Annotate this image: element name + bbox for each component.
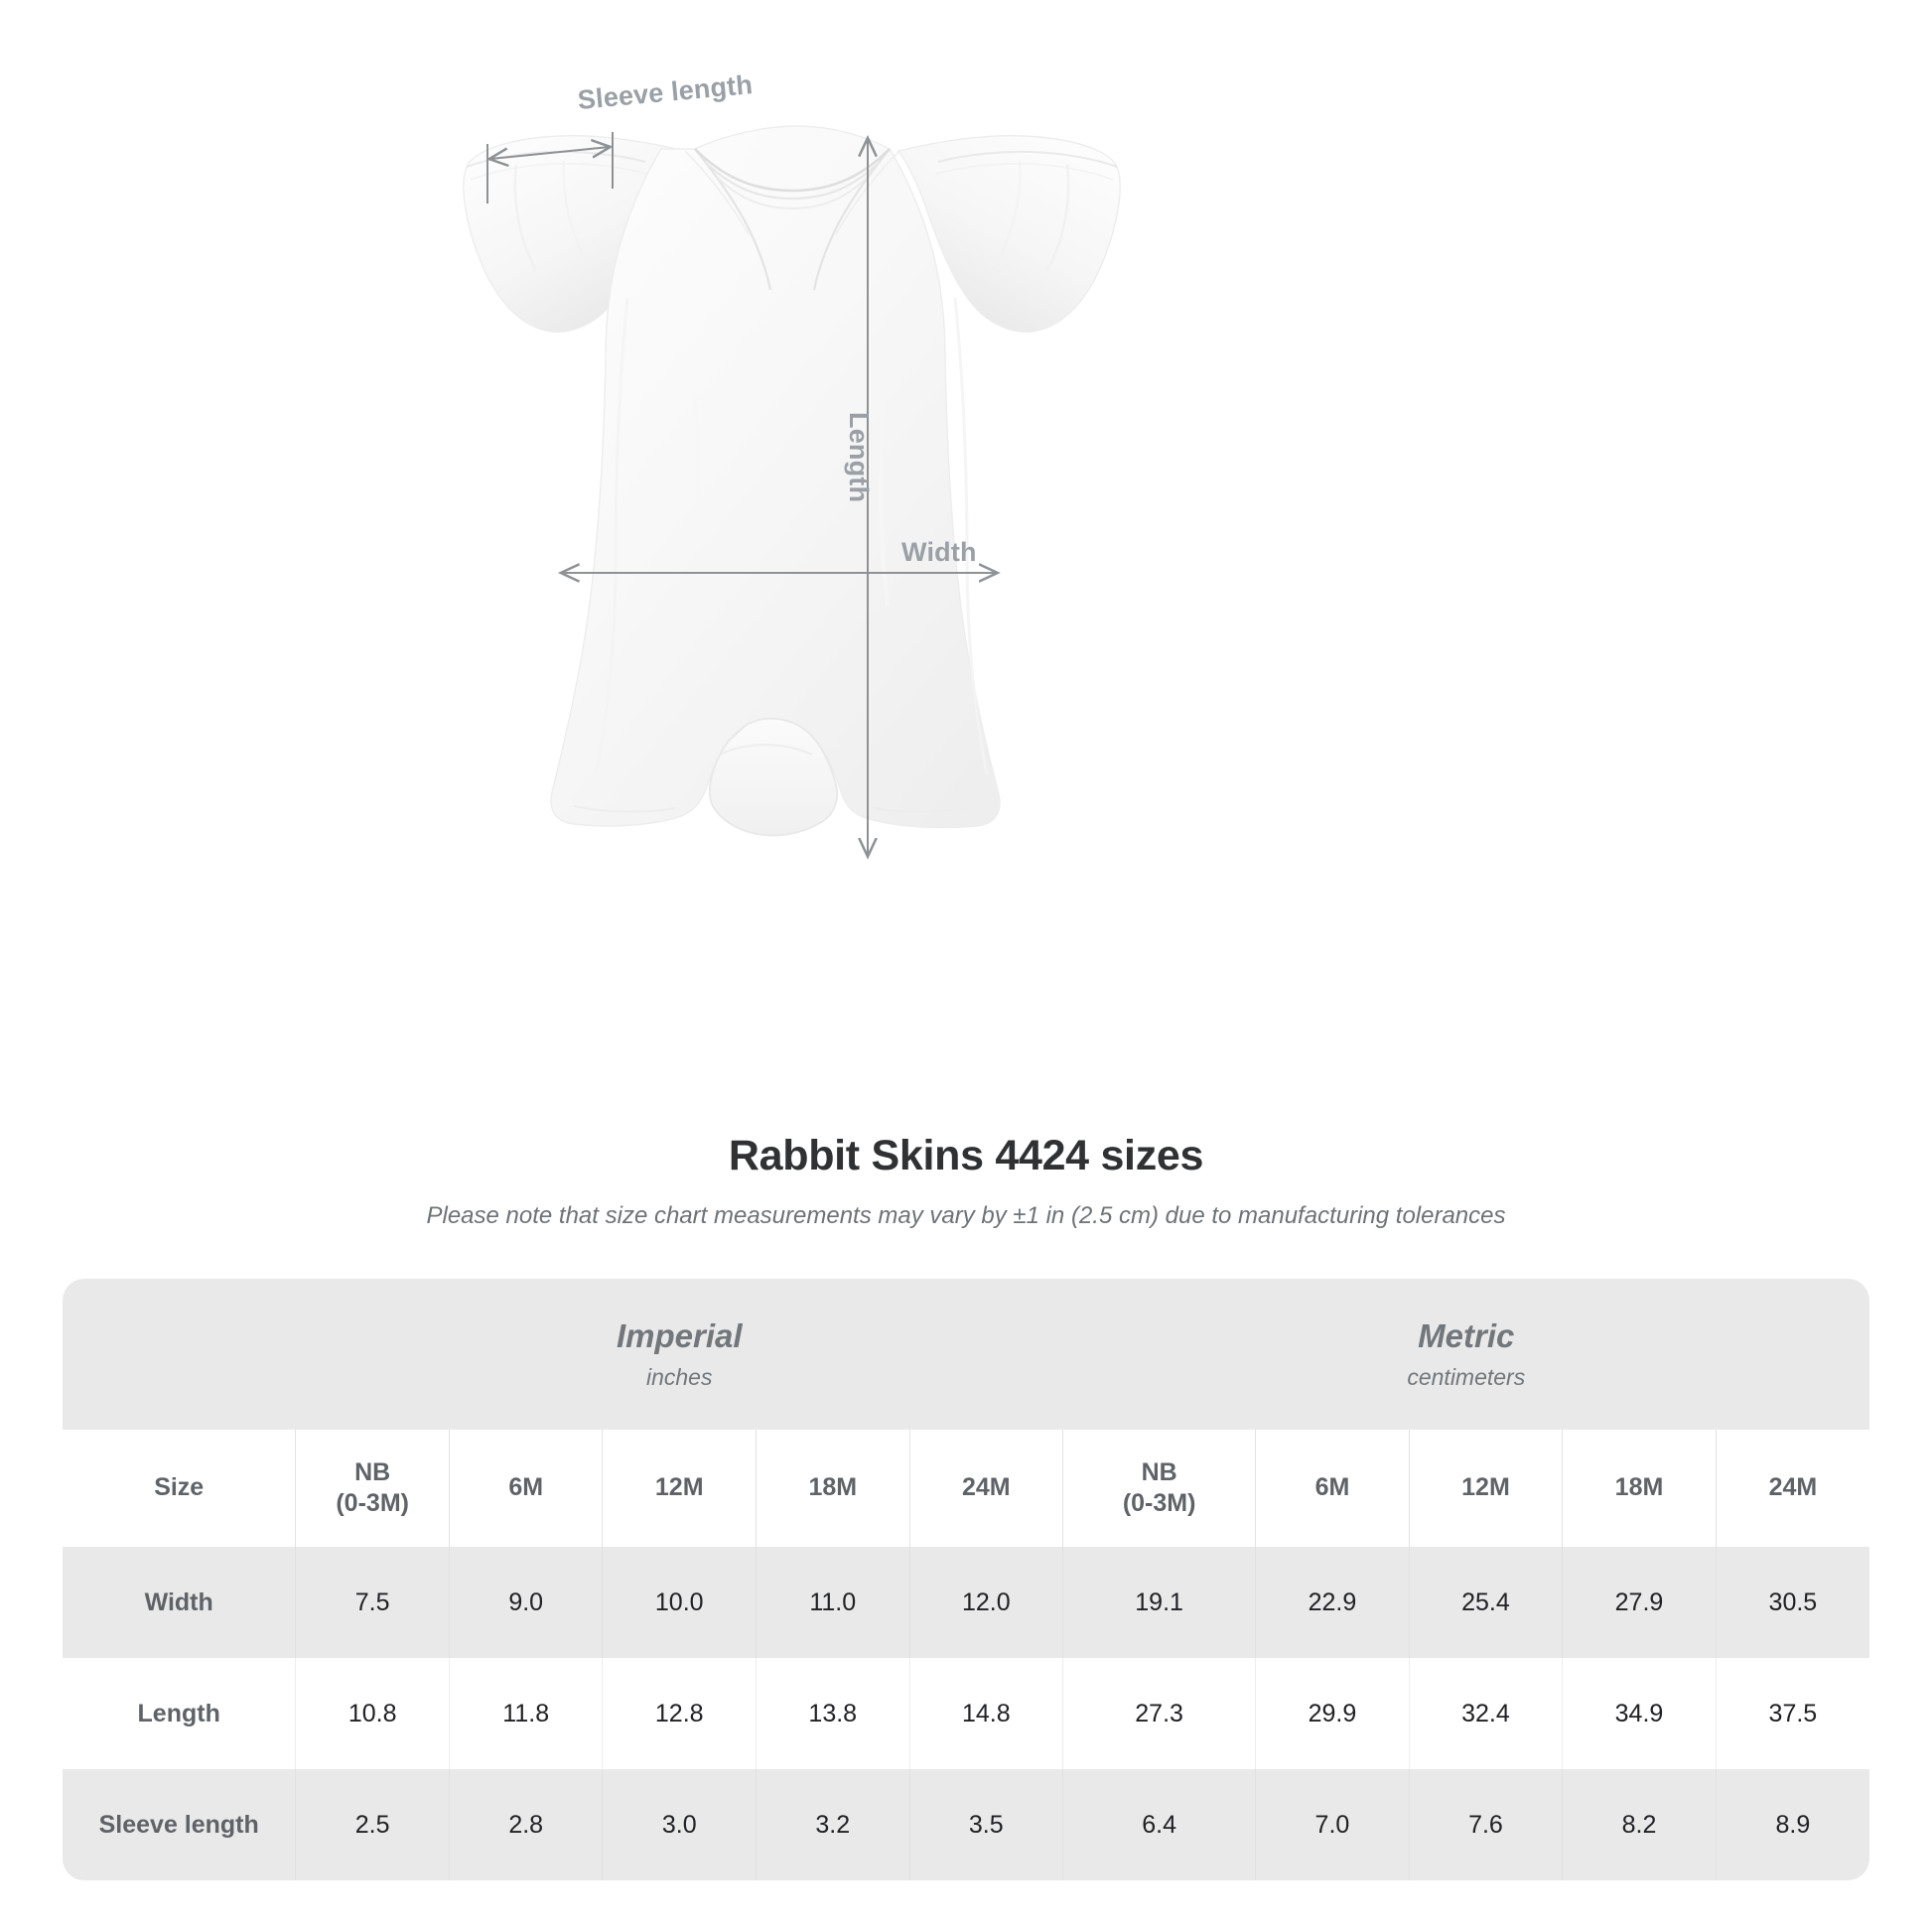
column-header-imperial-24m: 24M — [908, 1430, 1063, 1547]
body-fold-right — [953, 297, 989, 775]
body-fold-left — [594, 297, 629, 775]
size-chart-table: Imperial inches Metric centimeters Size … — [63, 1279, 1869, 1880]
unit-group-metric: Metric centimeters — [1062, 1279, 1869, 1430]
cell-sleeve-metric-12m: 7.6 — [1408, 1769, 1563, 1880]
cell-width-metric-6m: 22.9 — [1255, 1547, 1410, 1658]
left-sleeve-fold-2 — [562, 160, 589, 265]
cell-width-metric-24m: 30.5 — [1715, 1547, 1869, 1658]
cell-length-metric-12m: 32.4 — [1408, 1658, 1563, 1769]
cell-sleeve-metric-6m: 7.0 — [1255, 1769, 1410, 1880]
table-row-sleeve-length: Sleeve length 2.5 2.8 3.0 3.2 3.5 6.4 7.… — [63, 1769, 1869, 1880]
unit-name-metric: Metric — [1418, 1316, 1515, 1354]
right-sleeve-fold-2 — [995, 160, 1022, 265]
cell-width-imperial-6m: 9.0 — [448, 1547, 603, 1658]
cell-length-imperial-6m: 11.8 — [448, 1658, 603, 1769]
cell-sleeve-imperial-24m: 3.5 — [908, 1769, 1063, 1880]
unit-sub-metric: centimeters — [1407, 1364, 1526, 1391]
neckline-inner — [716, 176, 869, 210]
cell-width-imperial-18m: 11.0 — [756, 1547, 910, 1658]
right-sleeve-hem — [937, 150, 1118, 168]
garment-illustration: Sleeve length Length Width — [463, 69, 1121, 1112]
table-row-width: Width 7.5 9.0 10.0 11.0 12.0 19.1 22.9 2… — [63, 1547, 1869, 1658]
unit-name-imperial: Imperial — [616, 1316, 743, 1354]
cell-length-metric-nb: 27.3 — [1062, 1658, 1256, 1769]
column-header-imperial-nb: NB (0-3M) — [295, 1430, 450, 1547]
row-label-length: Length — [63, 1658, 296, 1769]
width-label: Width — [901, 537, 977, 567]
right-leg-hem — [873, 805, 978, 813]
cell-length-metric-6m: 29.9 — [1255, 1658, 1410, 1769]
size-chart-table-wrapper: Imperial inches Metric centimeters Size … — [63, 1279, 1869, 1880]
cell-width-imperial-nb: 7.5 — [295, 1547, 450, 1658]
column-header-size: Size — [63, 1430, 296, 1547]
unit-group-imperial: Imperial inches — [295, 1279, 1063, 1430]
cell-sleeve-metric-18m: 8.2 — [1562, 1769, 1717, 1880]
cell-width-metric-18m: 27.9 — [1562, 1547, 1717, 1658]
left-raglan-line — [684, 150, 750, 235]
row-label-width: Width — [63, 1547, 296, 1658]
cell-sleeve-metric-nb: 6.4 — [1062, 1769, 1256, 1880]
page-subtitle: Please note that size chart measurements… — [426, 1202, 1506, 1229]
cell-length-imperial-12m: 12.8 — [602, 1658, 757, 1769]
bodysuit-drawing — [463, 125, 1121, 1112]
left-sleeve-fold-1 — [513, 164, 538, 271]
column-header-metric-12m: 12M — [1408, 1430, 1563, 1547]
column-header-row: Size NB (0-3M) 6M 12M 18M 24M NB (0-3M) … — [63, 1430, 1869, 1547]
neckline-mid — [704, 161, 881, 201]
column-header-metric-24m: 24M — [1715, 1430, 1869, 1547]
column-header-metric-6m: 6M — [1255, 1430, 1410, 1547]
row-label-sleeve-length: Sleeve length — [63, 1769, 296, 1880]
cell-sleeve-imperial-6m: 2.8 — [448, 1769, 603, 1880]
cell-length-metric-24m: 37.5 — [1715, 1658, 1869, 1769]
cell-length-imperial-18m: 13.8 — [756, 1658, 910, 1769]
cell-length-imperial-nb: 10.8 — [295, 1658, 450, 1769]
column-header-imperial-12m: 12M — [602, 1430, 757, 1547]
column-header-metric-nb: NB (0-3M) — [1062, 1430, 1256, 1547]
cell-sleeve-imperial-nb: 2.5 — [295, 1769, 450, 1880]
measurement-guides — [487, 132, 997, 856]
cell-sleeve-metric-24m: 8.9 — [1715, 1769, 1869, 1880]
column-header-imperial-18m: 18M — [756, 1430, 910, 1547]
col-head-line1: NB — [354, 1457, 391, 1486]
cell-length-imperial-24m: 14.8 — [908, 1658, 1063, 1769]
col-head-line2: (0-3M) — [1122, 1489, 1196, 1517]
left-leg-hem — [573, 805, 676, 813]
cell-width-metric-12m: 25.4 — [1408, 1547, 1563, 1658]
cell-width-metric-nb: 19.1 — [1062, 1547, 1256, 1658]
column-header-imperial-6m: 6M — [448, 1430, 603, 1547]
col-head-line2: (0-3M) — [336, 1489, 409, 1517]
bodysuit-silhouette — [463, 125, 1121, 837]
cell-width-imperial-24m: 12.0 — [908, 1547, 1063, 1658]
cell-sleeve-imperial-12m: 3.0 — [602, 1769, 757, 1880]
unit-group-row: Imperial inches Metric centimeters — [63, 1279, 1869, 1430]
sleeve-length-arrow — [490, 147, 610, 159]
title-block: Rabbit Skins 4424 sizes Please note that… — [0, 1132, 1932, 1230]
right-sleeve-hem-inner — [935, 163, 1114, 181]
page-title: Rabbit Skins 4424 sizes — [728, 1132, 1204, 1179]
table-row-length: Length 10.8 11.8 12.8 13.8 14.8 27.3 29.… — [63, 1658, 1869, 1769]
length-label: Length — [844, 412, 874, 503]
cell-sleeve-imperial-18m: 3.2 — [756, 1769, 910, 1880]
cell-length-metric-18m: 34.9 — [1562, 1658, 1717, 1769]
col-head-line1: NB — [1141, 1457, 1177, 1486]
right-sleeve-fold-1 — [1045, 164, 1070, 271]
unit-spacer-left — [63, 1279, 296, 1430]
unit-sub-imperial: inches — [645, 1364, 713, 1391]
gusset-seam — [720, 744, 813, 756]
column-header-metric-18m: 18M — [1562, 1430, 1717, 1547]
cell-width-imperial-12m: 10.0 — [602, 1547, 757, 1658]
